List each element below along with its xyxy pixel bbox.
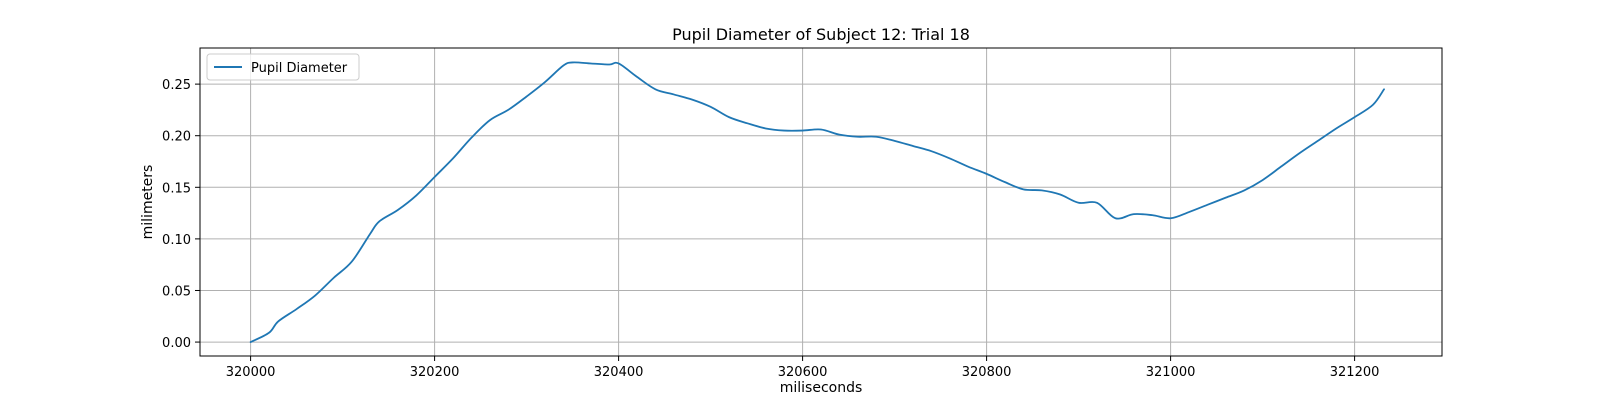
x-tick-label: 320200 — [410, 365, 460, 380]
x-axis-label: miliseconds — [780, 380, 863, 396]
series-layer — [251, 62, 1384, 342]
x-axis-ticks: 320000 320200 320400 320600 320800 321000 3212… — [226, 356, 1380, 380]
chart-title: Pupil Diameter of Subject 12: Trial 18 — [672, 25, 970, 44]
legend: Pupil Diameter — [207, 54, 359, 80]
y-axis-ticks: 0.00 0.05 0.10 0.15 0.20 0.25 — [162, 78, 200, 351]
y-tick-label: 0.10 — [162, 233, 191, 248]
y-axis-label: milimeters — [140, 165, 156, 240]
legend-label: Pupil Diameter — [251, 61, 348, 76]
x-tick-label: 320600 — [778, 365, 828, 380]
y-tick-label: 0.20 — [162, 130, 191, 145]
x-tick-label: 321000 — [1146, 365, 1196, 380]
y-tick-label: 0.05 — [162, 284, 191, 299]
x-tick-label: 321200 — [1330, 365, 1380, 380]
plot-frame — [200, 48, 1442, 356]
y-tick-label: 0.25 — [162, 78, 191, 93]
gridlines — [200, 48, 1442, 356]
y-tick-label: 0.00 — [162, 336, 191, 351]
x-tick-label: 320400 — [594, 365, 644, 380]
y-tick-label: 0.15 — [162, 181, 191, 196]
x-tick-label: 320800 — [962, 365, 1012, 380]
series-line-pupil-diameter — [251, 62, 1384, 342]
x-tick-label: 320000 — [226, 365, 276, 380]
